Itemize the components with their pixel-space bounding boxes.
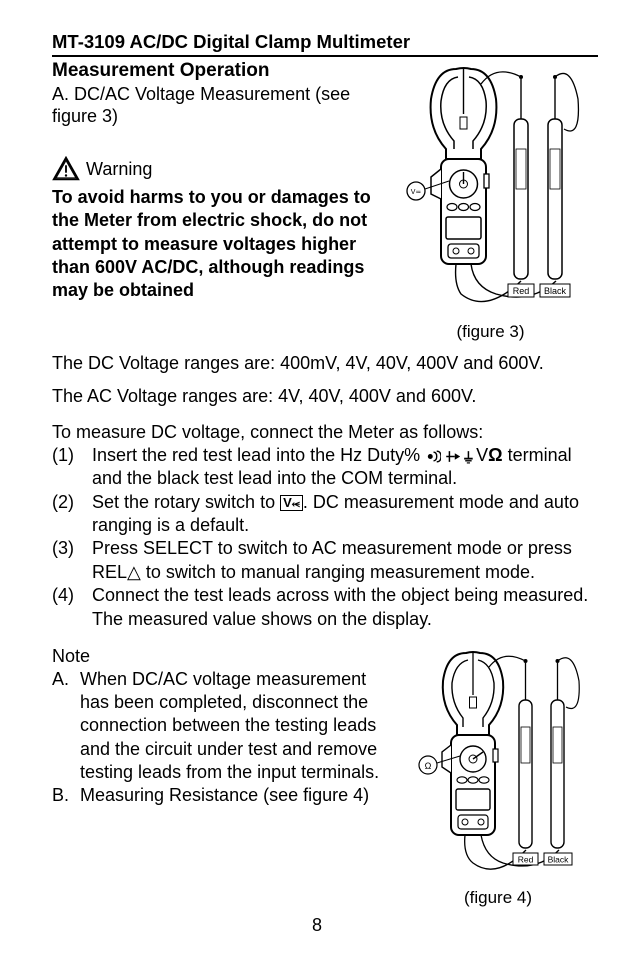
step-3-number: (3) — [52, 537, 92, 584]
page-number: 8 — [0, 914, 634, 937]
terminal-symbols-icon — [425, 449, 476, 464]
step-2-number: (2) — [52, 491, 92, 538]
figure-4-caption: (figure 4) — [398, 887, 598, 908]
svg-text:Red: Red — [517, 855, 533, 865]
ac-ranges-text: The AC Voltage ranges are: 4V, 40V, 400V… — [52, 385, 598, 408]
note-a-text: When DC/AC voltage measurement has been … — [80, 668, 392, 785]
section-heading: Measurement Operation — [52, 59, 375, 83]
step-4: (4) Connect the test leads across with t… — [52, 584, 598, 631]
note-a: A. When DC/AC voltage measurement has be… — [52, 668, 392, 785]
note-b-letter: B. — [52, 784, 80, 807]
vdc-symbol-icon: V⥷ — [280, 495, 303, 511]
step-1: (1) Insert the red test lead into the Hz… — [52, 444, 598, 491]
warning-icon — [52, 156, 80, 182]
figure-3: V≂ Re — [383, 59, 598, 342]
step-3: (3) Press SELECT to switch to AC measure… — [52, 537, 598, 584]
note-a-letter: A. — [52, 668, 80, 785]
warning-body-text: To avoid harms to you or damages to the … — [52, 186, 375, 303]
subheading-a: A. DC/AC Voltage Measurement (see figure… — [52, 83, 375, 128]
figure-4: Ω Red — [398, 645, 598, 908]
step-3-text: Press SELECT to switch to AC measurement… — [92, 537, 598, 584]
step-2: (2) Set the rotary switch to V⥷. DC meas… — [52, 491, 598, 538]
step-4-text: Connect the test leads across with the o… — [92, 584, 598, 631]
svg-text:Black: Black — [547, 855, 569, 865]
step-1-number: (1) — [52, 444, 92, 491]
note-b-text: Measuring Resistance (see figure 4) — [80, 784, 392, 807]
note-heading: Note — [52, 645, 392, 668]
step-2-text-a: Set the rotary switch to — [92, 492, 280, 512]
probe-black-label: Black — [543, 286, 566, 296]
figure-3-caption: (figure 3) — [383, 321, 598, 342]
figure-4-diagram: Ω Red — [401, 645, 596, 885]
figure-3-diagram: V≂ Re — [386, 59, 596, 319]
svg-text:V≂: V≂ — [410, 189, 421, 196]
step-1-v: V — [476, 445, 488, 465]
dc-ranges-text: The DC Voltage ranges are: 400mV, 4V, 40… — [52, 352, 598, 375]
step-4-number: (4) — [52, 584, 92, 631]
warning-label: Warning — [86, 158, 152, 181]
instructions-lead: To measure DC voltage, connect the Meter… — [52, 421, 598, 444]
note-b: B. Measuring Resistance (see figure 4) — [52, 784, 392, 807]
probe-red-label: Red — [512, 286, 529, 296]
step-1-ohm: Ω — [488, 445, 502, 465]
document-title: MT-3109 AC/DC Digital Clamp Multimeter — [52, 30, 598, 57]
svg-text:Ω: Ω — [424, 761, 431, 771]
step-1-text-a: Insert the red test lead into the Hz Dut… — [92, 445, 425, 465]
